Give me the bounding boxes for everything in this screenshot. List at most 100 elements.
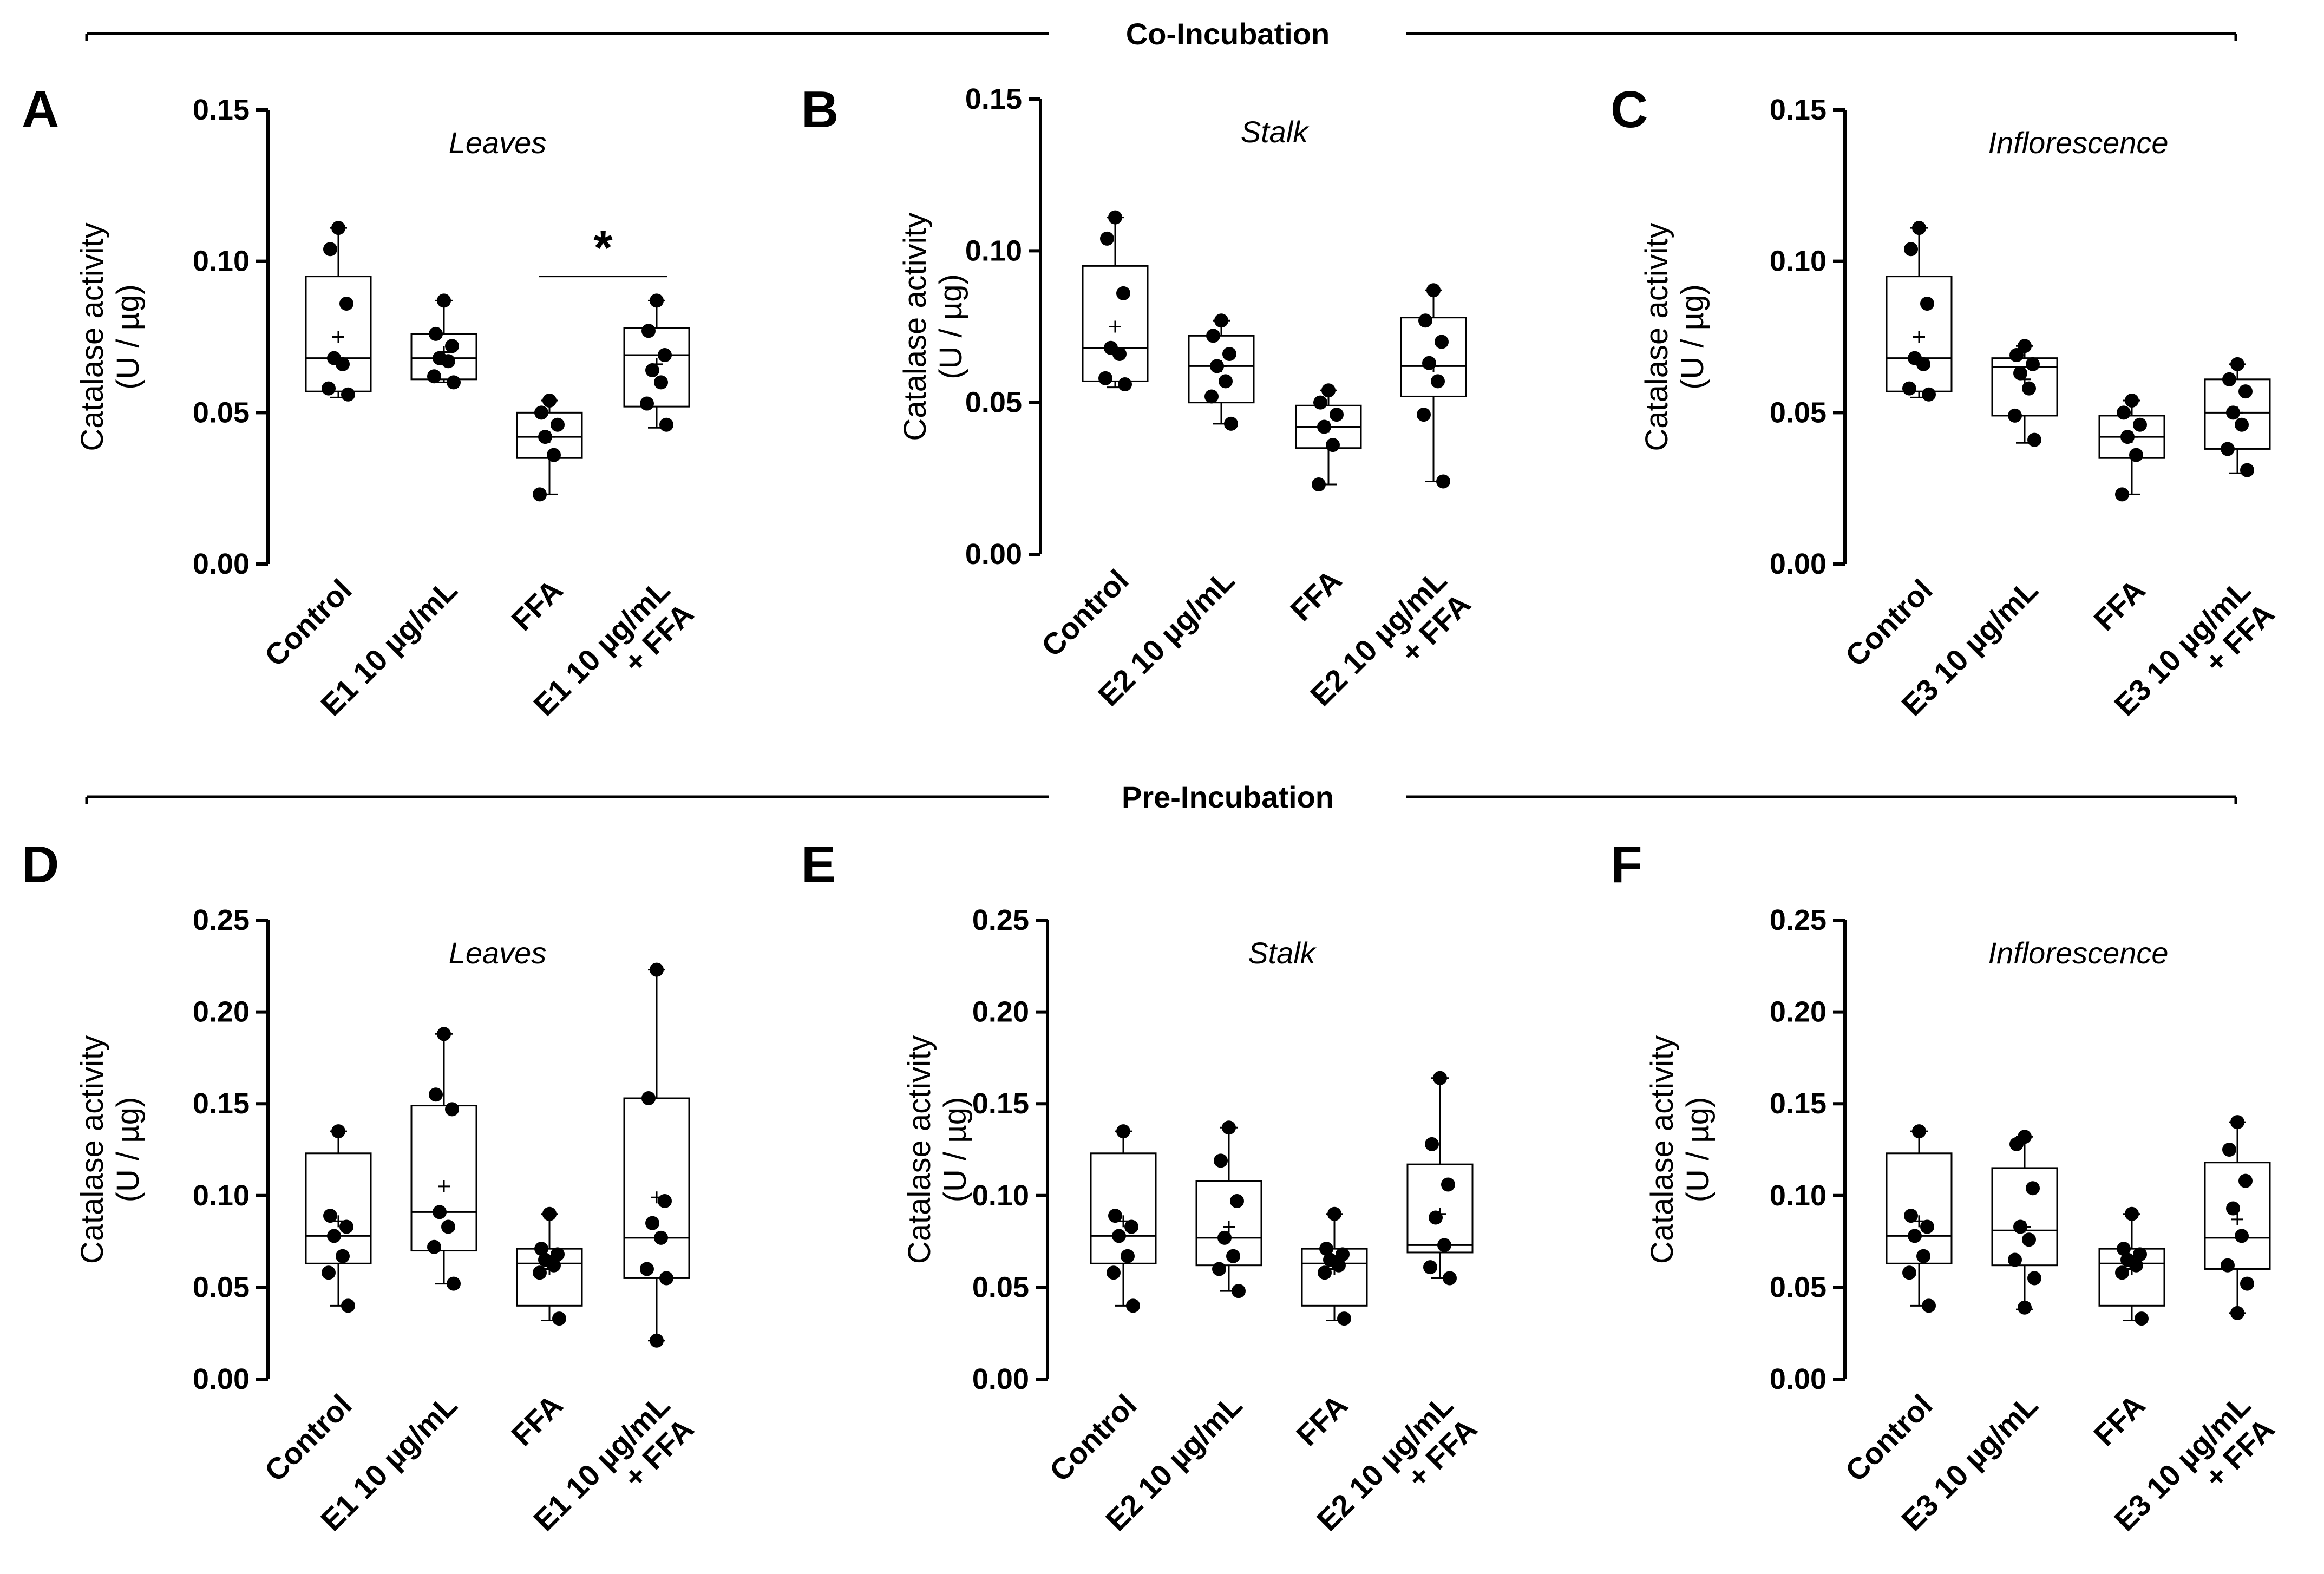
box-group [1886,1124,1953,1313]
y-axis-label: Catalase activity(U / µg) [1645,1035,1716,1264]
section-header-pre: Pre-Incubation [85,780,2237,814]
data-point [1418,313,1432,328]
data-point [1922,1298,1936,1313]
data-point [1318,1265,1332,1280]
x-category-label-line: Control [1838,573,1939,673]
y-axis-label-line1: Catalase activity [1639,222,1674,451]
data-point [429,326,443,341]
data-point [659,417,673,432]
data-point [1922,387,1936,402]
panel-letter: D [22,836,59,894]
data-point [1912,1124,1926,1139]
x-category-label: FFA [1284,563,1348,627]
y-tick-label: 0.00 [193,1363,250,1395]
y-tick-label: 0.00 [1770,1363,1827,1395]
y-axis-label-line1: Catalase activity [75,222,110,451]
data-point [2230,1115,2244,1130]
data-point [331,221,345,235]
data-point [1112,346,1127,361]
data-point [1222,1120,1236,1135]
data-point [336,1249,350,1263]
data-point [645,363,659,378]
box-group [1188,313,1255,431]
data-point [2026,1181,2040,1196]
data-point [654,375,668,390]
data-point [1121,1249,1135,1263]
box-group [623,293,690,432]
data-point [1124,1219,1138,1234]
box-iqr [1886,276,1953,392]
panel-subtitle: Leaves [449,936,547,970]
box-group [1400,283,1467,489]
y-tick-label: 0.10 [193,1179,250,1212]
y-tick-label: 0.20 [972,996,1029,1028]
data-point [1313,395,1327,410]
box-group [516,1206,583,1326]
x-category-label-line: FFA [2087,573,2151,637]
box-iqr [623,1097,690,1279]
box-iqr [1188,335,1255,404]
data-point [1443,1271,1457,1286]
y-tick-label: 0.15 [1770,1087,1827,1120]
data-point [2009,1137,2024,1151]
panel-subtitle: Inflorescence [1988,936,2168,970]
y-tick-label: 0.05 [1770,1271,1827,1303]
y-tick-label: 0.10 [972,1179,1029,1212]
x-category-label: FFA [2087,1388,2151,1452]
data-point [1317,419,1331,434]
box-iqr [2204,378,2271,450]
data-point [1107,1265,1121,1280]
data-point [1417,408,1431,422]
data-point [547,448,561,462]
data-point [542,1206,557,1221]
data-point [2226,1201,2240,1216]
section-title: Co-Incubation [1126,17,1330,51]
box-iqr [305,276,372,392]
data-point [654,1230,668,1245]
data-point [1426,283,1441,298]
box-iqr [1886,1152,1953,1264]
data-point [658,348,672,363]
panel-letter: E [801,836,836,894]
y-axis-label-line1: Catalase activity [75,1035,110,1264]
panel-letter: B [801,81,839,139]
data-point [2222,1143,2236,1157]
data-point [1912,221,1926,235]
box-group [410,1027,477,1291]
y-tick-label: 0.05 [972,1271,1029,1303]
data-point [1332,1258,1346,1273]
data-point [1222,346,1236,361]
y-axis-label-line2: (U / µg) [110,1097,146,1203]
data-point [447,1276,461,1291]
data-point [650,293,664,308]
y-axis-label-line2: (U / µg) [1675,284,1710,390]
data-point [339,296,353,311]
data-point [2240,1276,2254,1291]
box-group [1991,1130,2058,1315]
y-axis-label-line2: (U / µg) [1680,1097,1716,1203]
data-point [1206,329,1220,343]
data-point [2226,405,2240,420]
y-tick-label: 0.10 [965,234,1022,267]
box-iqr [516,1248,583,1307]
y-tick-label: 0.00 [193,548,250,580]
x-category-label: Control [258,1388,358,1488]
data-point [1436,474,1450,489]
box-group [623,962,690,1348]
data-point [2222,372,2236,386]
y-tick-label: 0.05 [193,396,250,429]
data-point [1116,286,1130,300]
x-category-label: Control [1035,563,1135,663]
data-point [1330,408,1344,422]
data-point [2022,381,2036,396]
data-point [2133,417,2147,432]
data-point [2008,408,2022,423]
data-point [445,1102,459,1117]
data-point [1429,1210,1443,1225]
data-point [645,1216,659,1230]
box-iqr [1400,317,1467,397]
box-group [516,393,583,502]
x-category-label-line: Control [1035,563,1135,663]
panel-e: E Catalase activity(U / µg) 0.00 0.05 0.10 0.… [801,836,1483,1537]
